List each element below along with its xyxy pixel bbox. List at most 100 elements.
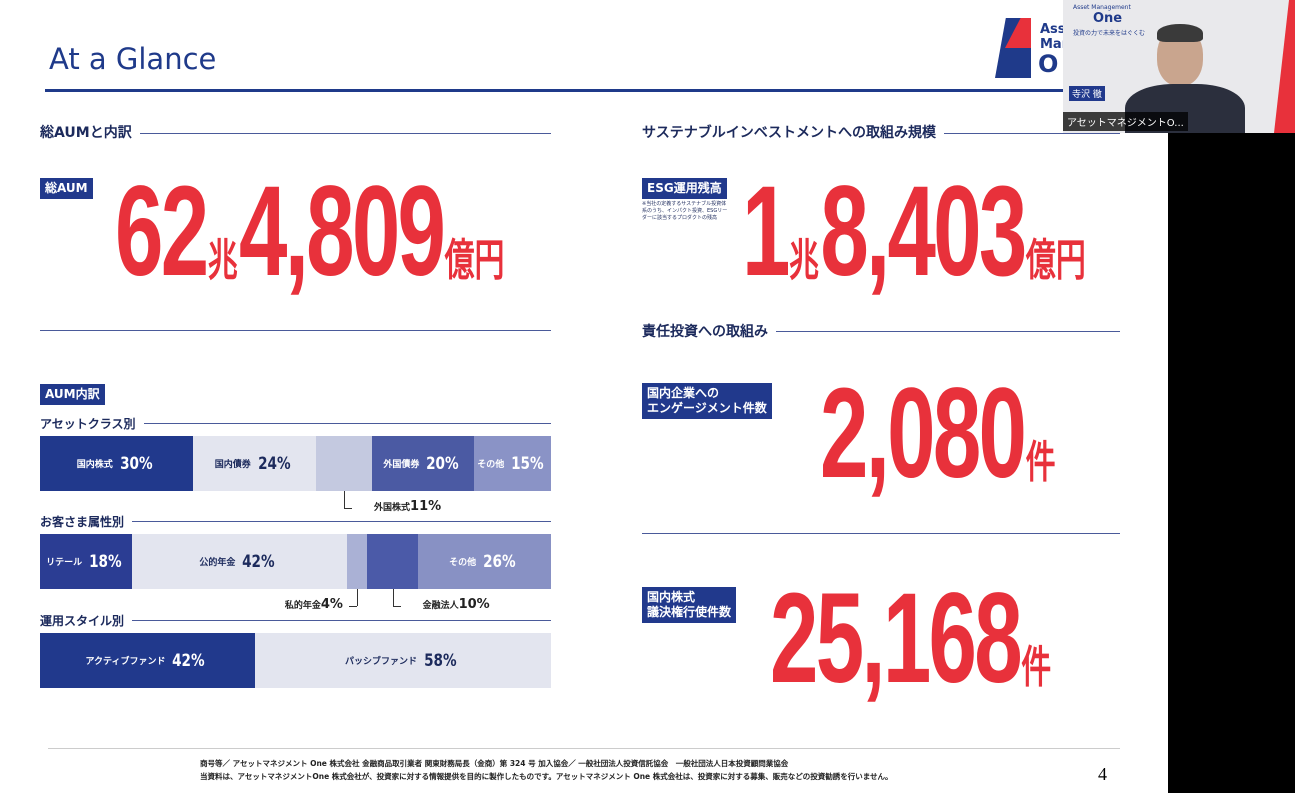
group-rule (40, 521, 551, 522)
bar-segment: 外国債券 20% (372, 436, 475, 491)
bar-segment: 国内債券 24% (193, 436, 316, 491)
segment-value: 30% (119, 453, 153, 474)
group-heading: アセットクラス別 (40, 415, 144, 432)
leader-line (348, 606, 357, 607)
video-brand: Asset Management (1073, 4, 1131, 11)
note: ※当社の定義するサステナブル投資体系のうち、インパクト投資、ESGリーダーに該当… (642, 201, 728, 221)
leader-line (344, 491, 346, 508)
badge-line: 国内企業への (647, 386, 720, 400)
unit: 兆 (789, 236, 819, 285)
screen-share-margin (1168, 133, 1295, 793)
unit: 件 (1021, 643, 1052, 692)
unit: 億円 (444, 236, 505, 285)
leader-line (392, 589, 394, 606)
segment-callout: 外国株式11% (374, 499, 441, 514)
amount: 8,403 (820, 160, 1027, 303)
slide-title: At a Glance (49, 42, 217, 76)
section-heading: 責任投資への取組み (642, 321, 776, 341)
bar-segment: 公的年金 42% (131, 534, 347, 589)
amount: 62 (115, 160, 209, 303)
bar-segment (346, 534, 368, 589)
segment-label: 国内債券 (214, 460, 251, 470)
group-heading: 運用スタイル別 (40, 612, 133, 629)
segment-label: 国内株式 (76, 460, 113, 470)
segment-value: 26% (483, 551, 516, 572)
logo-text: O (1038, 50, 1059, 78)
bar-segment: 国内株式 30% (40, 436, 194, 491)
engagement-amount: 2,080 件 (820, 370, 1057, 498)
stacked-bar: リテール 18% 公的年金 42% その他 26% (40, 534, 551, 589)
segment-value: 4% (320, 597, 343, 612)
bar-segment: アクティブファンド 42% (40, 633, 255, 688)
title-rule (45, 89, 1065, 92)
segment-label: リテール (46, 558, 83, 568)
badge: 総AUM (40, 178, 93, 199)
segment-value: 58% (424, 650, 457, 671)
video-tile: Asset Management One 投資の力で未来をはぐくむ 寺沢 徹 ア… (1063, 0, 1295, 133)
unit: 件 (1025, 438, 1056, 487)
segment-label: 私的年金 (284, 601, 321, 611)
group-rule (40, 620, 551, 621)
segment-value: 24% (257, 453, 291, 474)
divider (40, 330, 551, 331)
segment-value: 42% (172, 650, 206, 671)
segment-value: 11% (410, 499, 442, 514)
unit: 億円 (1025, 236, 1086, 285)
badge-line: 国内株式 (647, 590, 696, 604)
segment-label: アクティブファンド (85, 657, 166, 667)
badge-line: 議決権行使件数 (647, 605, 732, 619)
bar-segment: その他 26% (418, 534, 551, 589)
amount: 2,080 (820, 362, 1027, 505)
section-heading: サステナブルインベストメントへの取組み規模 (642, 122, 944, 142)
footer-rule (48, 748, 1120, 749)
video-tagline: 投資の力で未来をはぐくむ (1073, 30, 1146, 37)
bar-segment: パッシブファンド 58% (254, 633, 551, 688)
segment-label: パッシブファンド (344, 657, 417, 667)
group-heading: お客さま属性別 (40, 513, 133, 530)
segment-value: 20% (426, 453, 460, 474)
bar-segment: その他 15% (474, 436, 551, 491)
amount: 25,168 (770, 567, 1023, 710)
footer-text: 当資料は、アセットマネジメントOne 株式会社が、投資家に対する情報提供を目的に… (200, 772, 893, 781)
segment-label: 公的年金 (199, 558, 236, 568)
segment-value: 10% (458, 597, 490, 612)
amount: 1 (742, 160, 790, 303)
segment-label: その他 (449, 558, 477, 568)
segment-label: 外国債券 (383, 460, 420, 470)
section-heading: 総AUMと内訳 (40, 122, 140, 142)
badge: AUM内訳 (40, 384, 105, 405)
badge-line: エンゲージメント件数 (647, 401, 767, 415)
segment-label: 金融法人 (422, 601, 459, 611)
voting-amount: 25,168 件 (770, 575, 1053, 703)
page-number: 4 (1098, 764, 1107, 784)
segment-label: その他 (477, 460, 505, 470)
group-rule (40, 423, 551, 424)
leader-line (344, 508, 353, 509)
esg-amount: 1 兆 8,403 億円 (742, 168, 1087, 296)
footer-text: 商号等／ アセットマネジメント One 株式会社 金融商品取引業者 関東財務局長… (200, 759, 789, 768)
amount: 4,809 (239, 160, 446, 303)
segment-value: 42% (242, 551, 276, 572)
logo-text: Mar (1040, 37, 1069, 52)
badge: ESG運用残高 (642, 178, 727, 199)
unit: 兆 (207, 236, 238, 285)
segment-value: 15% (511, 453, 544, 474)
leader-line (392, 606, 401, 607)
leader-line (356, 589, 358, 606)
stacked-bar: アクティブファンド 42% パッシブファンド 58% (40, 633, 551, 688)
badge: 国内株式 議決権行使件数 (642, 587, 737, 623)
participant-caption: アセットマネジメントO... (1063, 112, 1188, 131)
video-brand: One (1093, 11, 1123, 26)
speaker-name: 寺沢 徹 (1069, 86, 1105, 101)
bar-segment (367, 534, 419, 589)
logo-text: Ass (1040, 22, 1066, 37)
section-rule (40, 133, 551, 134)
backdrop (1274, 0, 1295, 133)
total-aum: 62 兆 4,809 億円 (115, 168, 506, 296)
segment-label: 外国株式 (374, 503, 411, 513)
section-rule (642, 331, 1120, 332)
bar-segment: リテール 18% (40, 534, 132, 589)
segment-value: 18% (89, 551, 122, 572)
badge: 国内企業への エンゲージメント件数 (642, 383, 772, 419)
